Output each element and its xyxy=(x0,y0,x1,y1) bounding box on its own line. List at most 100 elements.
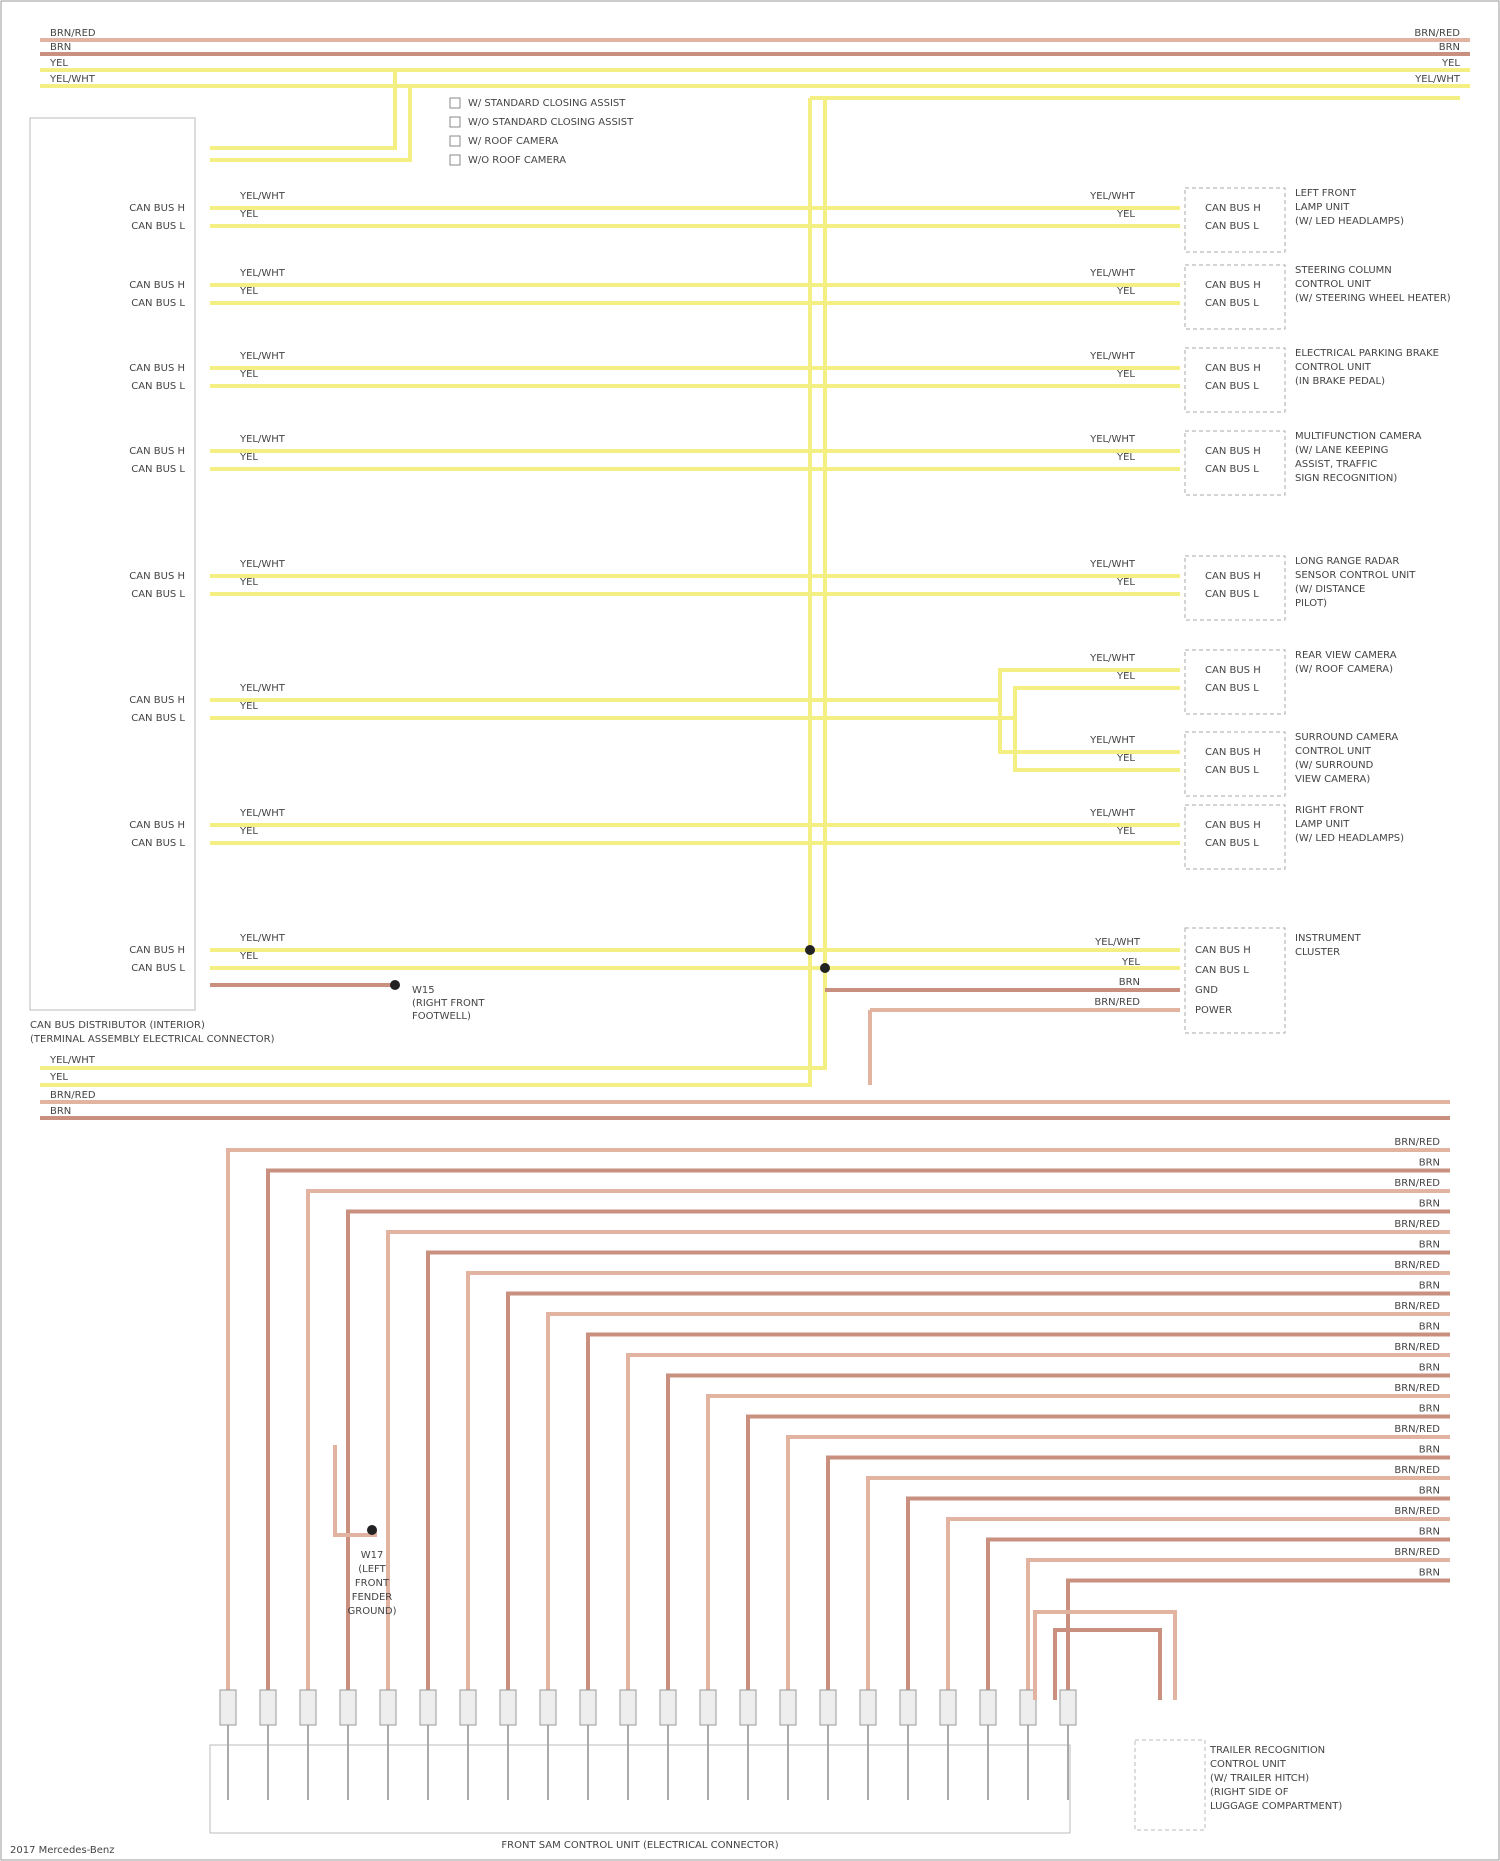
legend-text: W/ ROOF CAMERA xyxy=(468,136,558,147)
pin-label: CAN BUS L xyxy=(1205,464,1259,475)
wire-label: BRN/RED xyxy=(1394,1383,1440,1394)
module-label: STEERING COLUMN xyxy=(1295,265,1392,276)
wire-label: YEL/WHT xyxy=(1089,559,1136,570)
legend-text: W/ STANDARD CLOSING ASSIST xyxy=(468,98,626,109)
wire-label: BRN xyxy=(1419,1322,1440,1333)
wire-label: YEL xyxy=(239,951,258,962)
wire-label: YEL xyxy=(239,577,258,588)
pin-label: CAN BUS L xyxy=(131,221,185,232)
pin-label: CAN BUS H xyxy=(129,695,185,706)
module-label: VIEW CAMERA) xyxy=(1295,774,1370,785)
distributor-box xyxy=(29,117,196,1011)
wire xyxy=(210,668,1180,702)
wire-label: YEL xyxy=(239,286,258,297)
wire xyxy=(1033,1610,1177,1700)
harness-wire xyxy=(746,1414,1450,1700)
wire-label: YEL/WHT xyxy=(1089,191,1136,202)
module-label: (W/ SURROUND xyxy=(1295,760,1374,771)
wire-label: BRN/RED xyxy=(50,28,96,39)
harness-wire xyxy=(1026,1558,1450,1700)
wire-label: YEL xyxy=(1116,577,1135,588)
harness-wire xyxy=(1066,1578,1450,1700)
connector-pin xyxy=(859,1689,877,1726)
pin-label: CAN BUS L xyxy=(131,838,185,849)
pin-label: CAN BUS H xyxy=(129,820,185,831)
module-box xyxy=(1184,264,1286,330)
wire-label: BRN/RED xyxy=(1394,1178,1440,1189)
wire-label: BRN xyxy=(1419,1158,1440,1169)
wire-label: YEL/WHT xyxy=(49,1055,96,1066)
wire-label: BRN/RED xyxy=(1394,1506,1440,1517)
trunk-wire xyxy=(40,98,812,1087)
pin-label: CAN BUS H xyxy=(1205,820,1261,831)
module-label: (W/ LANE KEEPING xyxy=(1295,445,1388,456)
pin-label: CAN BUS L xyxy=(131,381,185,392)
wire-label: BRN xyxy=(1419,1445,1440,1456)
pin-label: CAN BUS L xyxy=(1195,965,1249,976)
module-label: CONTROL UNIT xyxy=(1210,1759,1287,1770)
wire-label: YEL xyxy=(239,452,258,463)
module-label: (W/ ROOF CAMERA) xyxy=(1295,664,1393,675)
wire-label: BRN/RED xyxy=(50,1090,96,1101)
harness-wire xyxy=(866,1476,1450,1700)
connector-pin xyxy=(779,1689,797,1726)
module-box xyxy=(1184,430,1286,496)
wire-label: BRN xyxy=(1419,1240,1440,1251)
module-label: CONTROL UNIT xyxy=(1295,746,1372,757)
pin-label: CAN BUS H xyxy=(129,363,185,374)
harness-wire xyxy=(426,1250,1450,1700)
module-label: PILOT) xyxy=(1295,598,1327,609)
ground-label: FRONT xyxy=(355,1578,390,1589)
wire-label: YEL/WHT xyxy=(1089,808,1136,819)
pin-label: CAN BUS L xyxy=(1205,765,1259,776)
module-label: (RIGHT SIDE OF xyxy=(1210,1787,1289,1798)
trailer-box xyxy=(1134,1739,1206,1831)
pin-label: CAN BUS H xyxy=(1205,446,1261,457)
wire-label: BRN xyxy=(1419,1486,1440,1497)
connector-pin xyxy=(459,1689,477,1726)
connector-pin xyxy=(219,1689,237,1726)
module-label: (W/ TRAILER HITCH) xyxy=(1210,1773,1309,1784)
wire-label: BRN/RED xyxy=(1414,28,1460,39)
wire-label: YEL/WHT xyxy=(239,191,286,202)
connector-pin xyxy=(579,1689,597,1726)
module-label: LONG RANGE RADAR xyxy=(1295,556,1399,567)
wire-label: BRN/RED xyxy=(1394,1465,1440,1476)
harness-wire xyxy=(506,1291,1450,1700)
module-label: CONTROL UNIT xyxy=(1295,362,1372,373)
harness-wire xyxy=(946,1517,1450,1700)
wire-label: BRN xyxy=(1419,1363,1440,1374)
wire-label: YEL xyxy=(239,209,258,220)
wire-label: YEL xyxy=(1116,826,1135,837)
harness-wire xyxy=(786,1435,1450,1700)
harness-wire xyxy=(226,1148,1450,1700)
ground-dot xyxy=(390,980,400,990)
wire-label: YEL/WHT xyxy=(1089,735,1136,746)
module-box xyxy=(1184,927,1286,1034)
harness-wire xyxy=(466,1271,1450,1700)
pin-label: CAN BUS H xyxy=(129,446,185,457)
module-label: CONTROL UNIT xyxy=(1295,279,1372,290)
wire-label: YEL/WHT xyxy=(239,683,286,694)
connector-pin xyxy=(699,1689,717,1726)
pin-label: CAN BUS L xyxy=(131,589,185,600)
pin-label: CAN BUS H xyxy=(1205,363,1261,374)
wire xyxy=(210,686,1180,720)
wire-label: YEL/WHT xyxy=(1089,434,1136,445)
ground-label: GROUND) xyxy=(348,1606,397,1617)
wire-label: YEL xyxy=(239,701,258,712)
wire-label: BRN/RED xyxy=(1094,997,1140,1008)
module-label: ELECTRICAL PARKING BRAKE xyxy=(1295,348,1439,359)
wire-label: YEL/WHT xyxy=(1089,268,1136,279)
module-label: REAR VIEW CAMERA xyxy=(1295,650,1397,661)
pin-label: CAN BUS L xyxy=(1205,589,1259,600)
wire-label: YEL/WHT xyxy=(49,74,96,85)
module-label: MULTIFUNCTION CAMERA xyxy=(1295,431,1422,442)
wire-label: BRN xyxy=(1419,1527,1440,1538)
module-box xyxy=(1184,649,1286,715)
connector-pin xyxy=(739,1689,757,1726)
harness-wire xyxy=(546,1312,1450,1700)
harness-wire xyxy=(826,1455,1450,1700)
wire-label: YEL xyxy=(239,369,258,380)
connector-pin xyxy=(539,1689,557,1726)
